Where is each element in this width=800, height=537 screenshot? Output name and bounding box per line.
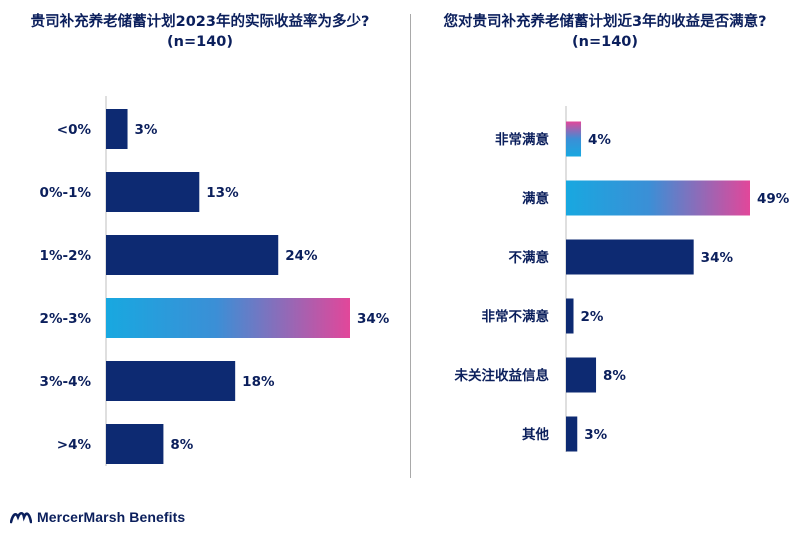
right-bar-chart: 非常满意 4% 满意 49% 不满意 34% 非常不满意 2% 未关注收益信息 8% 其他 3% bbox=[455, 106, 790, 452]
left-bar-chart: <0% 3% 0%-1% 13% 1%-2% 24% 2%-3% 34% 3%-4% 18% >4%… bbox=[40, 96, 390, 466]
right-value-label: 2% bbox=[581, 309, 604, 325]
right-value-label: 8% bbox=[603, 368, 626, 384]
left-bar bbox=[106, 235, 279, 275]
left-category-label: 0%-1% bbox=[40, 185, 92, 201]
right-value-label: 49% bbox=[757, 191, 790, 207]
left-category-label: 1%-2% bbox=[40, 248, 92, 264]
right-category-label: 非常满意 bbox=[495, 131, 549, 148]
right-value-label: 4% bbox=[588, 132, 611, 148]
mmb-logo-icon bbox=[10, 511, 32, 524]
left-category-label: <0% bbox=[57, 122, 92, 138]
left-category-label: 3%-4% bbox=[40, 374, 92, 390]
left-category-label: >4% bbox=[57, 437, 92, 453]
right-category-label: 不满意 bbox=[509, 249, 550, 266]
right-bar bbox=[566, 298, 574, 334]
panel-divider bbox=[410, 14, 411, 478]
right-chart-title-line1: 您对贵司补充养老储蓄计划近3年的收益是否满意? bbox=[443, 14, 767, 30]
right-value-label: 34% bbox=[701, 250, 734, 266]
right-category-label: 未关注收益信息 bbox=[455, 367, 550, 384]
left-bar bbox=[106, 361, 236, 401]
left-bar bbox=[106, 424, 164, 464]
right-bar bbox=[566, 416, 578, 452]
left-value-label: 24% bbox=[285, 248, 318, 264]
brand-logo: MercerMarsh Benefits bbox=[10, 507, 185, 527]
right-category-label: 非常不满意 bbox=[482, 308, 550, 325]
right-bar bbox=[566, 180, 750, 216]
left-value-label: 34% bbox=[357, 311, 390, 327]
right-category-label: 其他 bbox=[522, 426, 550, 443]
brand-name: MercerMarsh Benefits bbox=[37, 509, 186, 525]
right-chart-title-line2: (n=140) bbox=[572, 34, 638, 50]
left-value-label: 3% bbox=[135, 122, 158, 138]
right-bar bbox=[566, 239, 694, 275]
left-category-label: 2%-3% bbox=[40, 311, 92, 327]
left-bar bbox=[106, 298, 350, 338]
left-value-label: 18% bbox=[242, 374, 275, 390]
left-chart-title-line1: 贵司补充养老储蓄计划2023年的实际收益率为多少? bbox=[30, 14, 370, 30]
left-value-label: 8% bbox=[170, 437, 193, 453]
left-bar bbox=[106, 109, 128, 149]
right-chart-title: 您对贵司补充养老储蓄计划近3年的收益是否满意? (n=140) bbox=[410, 12, 800, 52]
left-chart-title-line2: (n=140) bbox=[167, 34, 233, 50]
bar-charts: <0% 3% 0%-1% 13% 1%-2% 24% 2%-3% 34% 3%-4% 18% >4%… bbox=[40, 96, 790, 466]
right-value-label: 3% bbox=[584, 427, 607, 443]
right-bar bbox=[566, 357, 597, 393]
left-value-label: 13% bbox=[206, 185, 239, 201]
left-bar bbox=[106, 172, 200, 212]
right-bar bbox=[566, 121, 582, 157]
left-chart-title: 贵司补充养老储蓄计划2023年的实际收益率为多少? (n=140) bbox=[0, 12, 400, 52]
right-category-label: 满意 bbox=[522, 190, 549, 207]
